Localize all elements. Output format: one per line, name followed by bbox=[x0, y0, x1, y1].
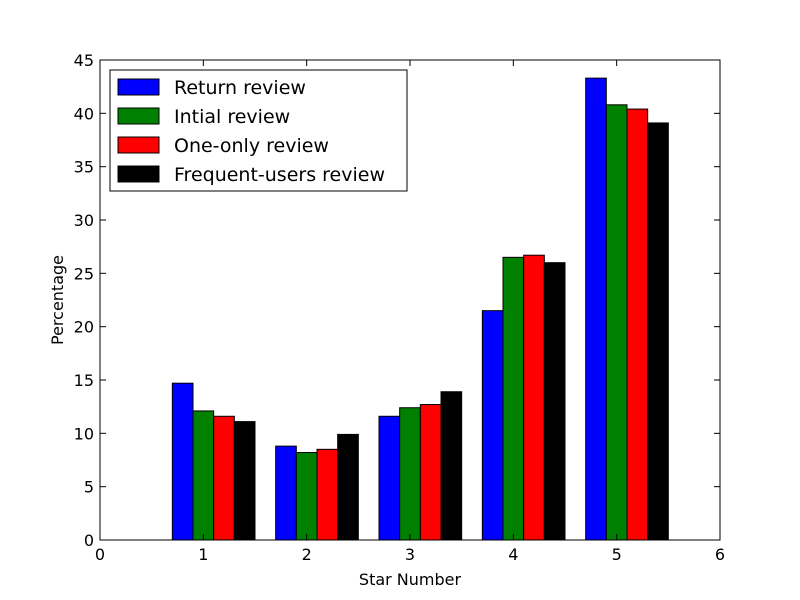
bar-return-review-4 bbox=[481, 310, 504, 541]
bar-intial-review-2 bbox=[295, 452, 318, 541]
y-tick-label: 35 bbox=[74, 158, 94, 177]
y-tick-label: 20 bbox=[74, 318, 94, 337]
bar-one-only-review-2 bbox=[316, 448, 339, 541]
bar-one-only-review-5 bbox=[626, 108, 649, 541]
legend-swatch-one-only-review bbox=[117, 136, 160, 154]
x-tick-label: 3 bbox=[405, 545, 415, 564]
legend-label-frequent-users-review: Frequent-users review bbox=[174, 164, 385, 186]
y-axis-title: Percentage bbox=[48, 255, 67, 345]
bar-intial-review-5 bbox=[605, 104, 628, 541]
bar-return-review-5 bbox=[585, 77, 607, 541]
bar-return-review-3 bbox=[378, 415, 401, 541]
x-tick-label: 1 bbox=[198, 545, 208, 564]
bar-one-only-review-1 bbox=[213, 415, 235, 541]
bar-frequent-users-review-3 bbox=[440, 391, 463, 541]
y-tick-label: 45 bbox=[74, 51, 94, 70]
x-tick-label: 5 bbox=[612, 545, 622, 564]
bar-intial-review-3 bbox=[399, 407, 421, 541]
legend: Return review Intial review One-only revie… bbox=[109, 69, 408, 192]
bar-frequent-users-review-4 bbox=[543, 262, 566, 541]
bar-return-review-1 bbox=[171, 382, 194, 541]
bars-group bbox=[171, 77, 669, 541]
x-tick-label: 2 bbox=[302, 545, 312, 564]
y-tick-label: 0 bbox=[84, 531, 94, 550]
y-tick-label: 5 bbox=[84, 478, 94, 497]
x-tick-label: 0 bbox=[95, 545, 105, 564]
x-axis-title: Star Number bbox=[359, 570, 462, 589]
legend-swatch-return-review bbox=[117, 78, 160, 96]
legend-label-one-only-review: One-only review bbox=[174, 135, 329, 157]
legend-swatch-intial-review bbox=[117, 107, 160, 125]
legend-label-intial-review: Intial review bbox=[174, 106, 290, 128]
bar-one-only-review-3 bbox=[419, 404, 442, 541]
bar-frequent-users-review-2 bbox=[337, 433, 359, 541]
bar-frequent-users-review-1 bbox=[233, 421, 256, 541]
legend-label-return-review: Return review bbox=[174, 77, 306, 99]
bar-frequent-users-review-5 bbox=[647, 122, 669, 541]
y-tick-label: 10 bbox=[74, 424, 94, 443]
y-tick-label: 15 bbox=[74, 371, 94, 390]
y-tick-label: 25 bbox=[74, 264, 94, 283]
bar-one-only-review-4 bbox=[523, 254, 545, 541]
y-tick-label: 40 bbox=[74, 104, 94, 123]
x-tick-label: 4 bbox=[508, 545, 518, 564]
bar-intial-review-4 bbox=[502, 256, 525, 541]
x-tick-label: 6 bbox=[715, 545, 725, 564]
bar-intial-review-1 bbox=[192, 410, 215, 541]
y-tick-label: 30 bbox=[74, 211, 94, 230]
bar-return-review-2 bbox=[275, 445, 297, 541]
legend-swatch-frequent-users-review bbox=[117, 165, 160, 183]
